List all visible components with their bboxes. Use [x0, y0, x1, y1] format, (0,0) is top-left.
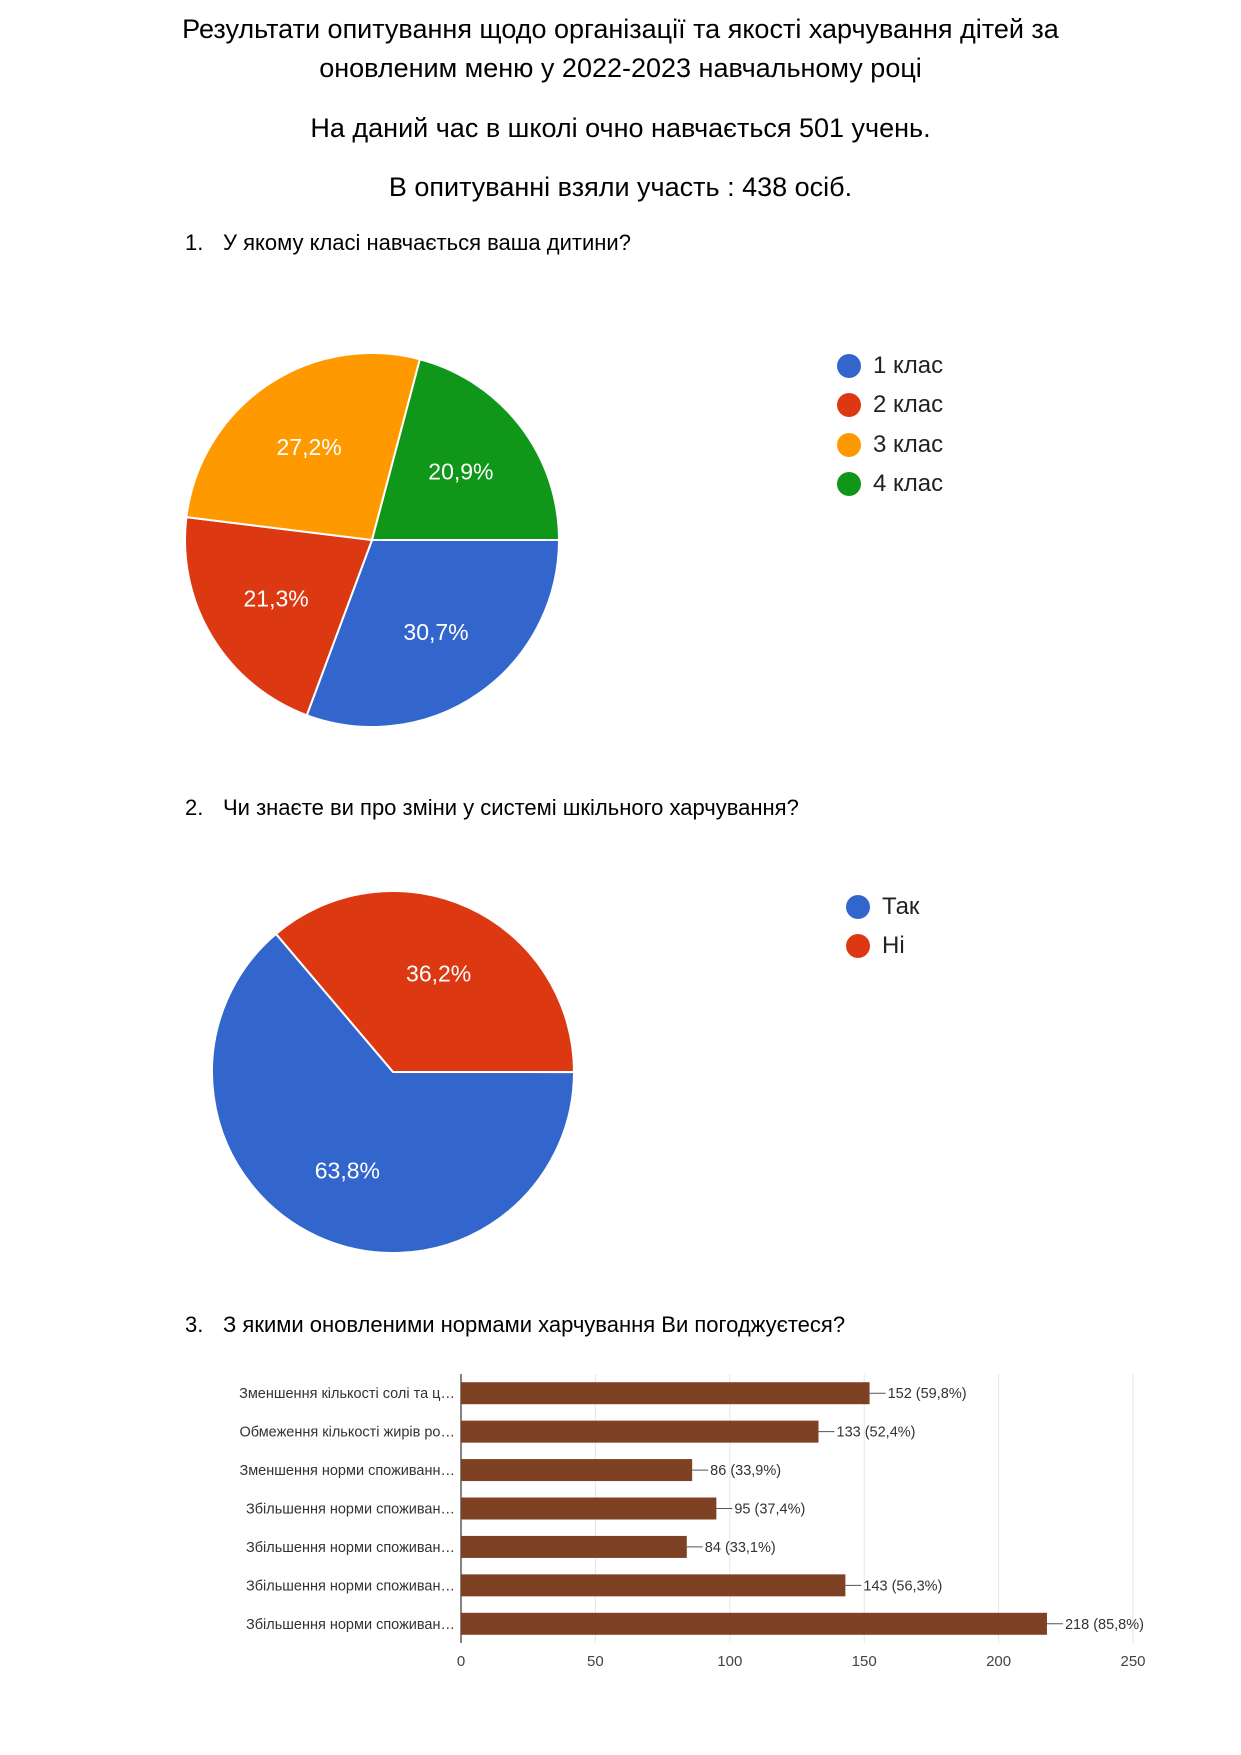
question-3-text: З якими оновленими нормами харчування Ви… [223, 1312, 846, 1337]
bar [461, 1459, 693, 1482]
question-1-number: 1. [185, 230, 204, 255]
legend-swatch [837, 432, 861, 457]
x-tick-label: 200 [986, 1653, 1011, 1670]
pie-slice [370, 358, 561, 541]
x-tick-label: 50 [587, 1653, 604, 1670]
x-tick-label: 100 [717, 1653, 742, 1670]
bar [461, 1574, 846, 1597]
bar [461, 1497, 717, 1520]
bar-data-label: 86 (33,9%) [710, 1463, 781, 1479]
y-category-label: Збільшення норми споживан… [246, 1540, 455, 1556]
question-3: 3. З якими оновленими нормами харчування … [185, 1312, 845, 1338]
x-tick-label: 0 [457, 1653, 465, 1670]
question-2-text: Чи знаєте ви про зміни у системі шкільно… [223, 795, 799, 820]
pie-slice-label: 63,8% [315, 1158, 380, 1184]
question-1: 1. У якому класі навчається ваша дитини? [185, 230, 631, 256]
pie-slice-label: 20,9% [428, 459, 493, 485]
legend-item: 4 клас [837, 465, 943, 505]
question-2: 2. Чи знаєте ви про зміни у системі шкіль… [185, 795, 799, 821]
legend-item: 2 клас [837, 386, 943, 426]
legend-item: 1 клас [837, 346, 943, 386]
bar [461, 1382, 870, 1405]
legend-label: 3 клас [873, 430, 944, 458]
legend-item: Так [846, 887, 919, 927]
y-category-label: Збільшення норми споживан… [246, 1578, 455, 1594]
legend-label: Ні [882, 932, 905, 960]
bar-data-label: 84 (33,1%) [705, 1540, 776, 1556]
pie-slice-label: 30,7% [403, 619, 468, 645]
pie-chart-2: 36,2% 63,8% [211, 890, 576, 1254]
y-category-label: Зменшення норми споживанн… [239, 1463, 455, 1479]
bar [461, 1420, 819, 1443]
legend-label: 2 клас [873, 391, 944, 419]
legend-swatch [837, 353, 861, 378]
legend-swatch [837, 472, 861, 497]
x-tick-label: 150 [852, 1653, 877, 1670]
question-3-number: 3. [185, 1312, 204, 1337]
pie-slice [305, 539, 561, 728]
pie-slice [185, 352, 422, 542]
legend-item: 3 клас [837, 425, 943, 465]
pie-slice [211, 932, 576, 1254]
legend-swatch [846, 934, 870, 959]
legend-item: Ні [846, 927, 919, 967]
pie-slice-label: 36,2% [406, 960, 471, 986]
class-pie-legend: 1 клас 2 клас 3 клас 4 клас [837, 346, 943, 504]
enrolled-students-text: На даний час в школі очно навчається 501… [310, 113, 931, 143]
question-1-text: У якому класі навчається ваша дитини? [223, 230, 631, 255]
bar [461, 1535, 687, 1558]
y-category-label: Збільшення норми споживан… [246, 1502, 455, 1518]
y-category-label: Зменшення кількості солі та ц… [239, 1386, 455, 1402]
bar-chart: 0 50 100 150 200 250 Зменшення кількості солі … [239, 1374, 1146, 1670]
bar-data-label: 152 (59,8%) [888, 1386, 967, 1402]
y-category-label: Обмеження кількості жирів ро… [239, 1425, 455, 1441]
awareness-pie-legend: Так Ні [846, 887, 919, 966]
legend-swatch [837, 393, 861, 418]
pie-slice [274, 890, 576, 1074]
participants-text: В опитуванні взяли участь : 438 осіб. [388, 172, 853, 202]
page-title-line-1: Результати опитування щодо організації т… [182, 14, 1059, 44]
pie-chart-1: 30,7% 21,3% 27,2% 20,9% [184, 352, 561, 728]
legend-label: Так [882, 892, 920, 920]
page-title-line-2: оновленим меню у 2022-2023 навчальному р… [319, 53, 922, 83]
bar-data-label: 143 (56,3%) [863, 1578, 942, 1594]
bar [461, 1612, 1047, 1635]
x-tick-label: 250 [1120, 1653, 1145, 1670]
pie-slice-label: 27,2% [277, 434, 342, 460]
legend-label: 4 клас [873, 470, 944, 498]
legend-swatch [846, 894, 870, 919]
legend-label: 1 клас [873, 351, 944, 379]
pie-slice-label: 21,3% [244, 585, 309, 611]
bar-data-label: 95 (37,4%) [734, 1502, 805, 1518]
bar-data-label: 218 (85,8%) [1065, 1617, 1144, 1633]
bar-data-label: 133 (52,4%) [837, 1425, 916, 1441]
y-category-label: Збільшення норми споживан… [246, 1617, 455, 1633]
question-2-number: 2. [185, 795, 204, 820]
pie-slice [184, 516, 374, 717]
